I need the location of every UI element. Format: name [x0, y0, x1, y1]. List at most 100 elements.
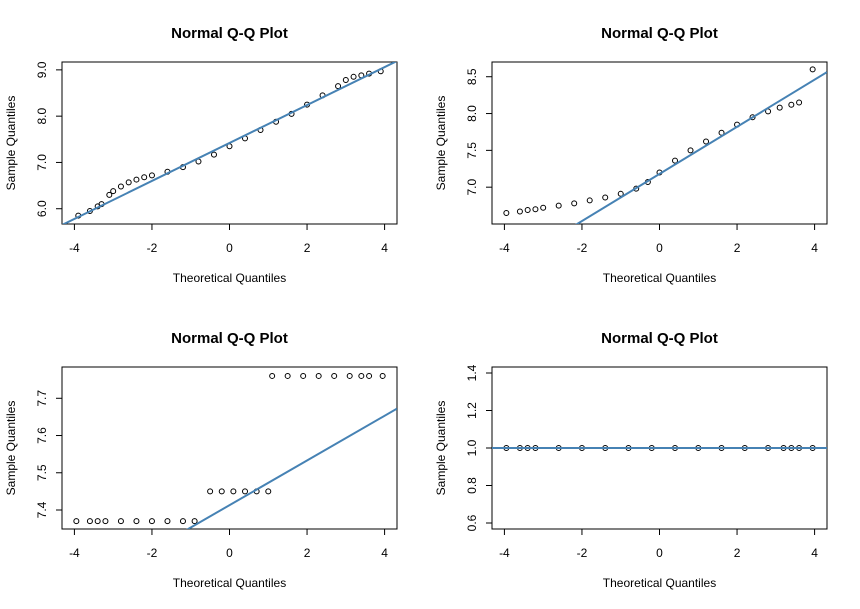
y-tick-label: 7.0: [35, 154, 49, 171]
qq-point: [110, 188, 117, 195]
x-tick-label: 2: [304, 546, 311, 560]
y-tick-label: 7.6: [35, 427, 49, 444]
y-tick-label: 1.4: [465, 364, 479, 381]
x-tick-label: -2: [577, 546, 588, 560]
qq-point: [94, 518, 101, 525]
qq-point: [148, 518, 155, 525]
y-axis-label: Sample Quantiles: [434, 401, 448, 496]
qq-panel: Normal Q-Q Plot Theoretical Quantiles Samp…: [434, 25, 828, 285]
y-tick-label: 7.4: [35, 501, 49, 518]
y-axis-label: Sample Quantiles: [4, 401, 18, 496]
qq-point: [379, 372, 386, 379]
qq-point: [207, 488, 214, 495]
qq-point: [300, 372, 307, 379]
x-tick-label: 0: [226, 241, 233, 255]
y-tick-label: 6.0: [35, 200, 49, 217]
qq-point: [524, 207, 531, 214]
qq-point: [358, 372, 365, 379]
y-axis-label: Sample Quantiles: [434, 96, 448, 191]
x-tick-label: -4: [69, 546, 80, 560]
qq-point: [269, 372, 276, 379]
qq-point: [335, 83, 342, 90]
qq-point: [284, 372, 291, 379]
qq-point: [350, 73, 357, 80]
qq-point: [148, 172, 155, 179]
qq-point: [331, 372, 338, 379]
x-tick-label: 0: [656, 546, 663, 560]
x-tick-label: -2: [577, 241, 588, 255]
qq-panel: Normal Q-Q Plot Theoretical Quantiles Samp…: [4, 25, 398, 285]
x-tick-label: -2: [147, 546, 158, 560]
qq-point: [503, 209, 510, 216]
qq-point: [106, 191, 113, 198]
qq-point: [687, 147, 694, 154]
y-tick-label: 0.6: [465, 514, 479, 531]
y-tick-label: 7.7: [35, 390, 49, 407]
qq-point: [571, 200, 578, 207]
qq-point: [672, 157, 679, 164]
y-axis-label: Sample Quantiles: [4, 96, 18, 191]
x-axis-label: Theoretical Quantiles: [173, 576, 286, 590]
chart-title: Normal Q-Q Plot: [171, 25, 288, 42]
qq-point: [366, 372, 373, 379]
qq-point: [141, 174, 148, 181]
x-tick-label: 4: [381, 546, 388, 560]
qq-point: [776, 104, 783, 111]
qq-point: [191, 518, 198, 525]
y-tick-label: 7.0: [465, 179, 479, 196]
y-tick-label: 1.0: [465, 439, 479, 456]
qq-point: [586, 197, 593, 204]
qq-point: [86, 518, 93, 525]
x-tick-label: 2: [304, 241, 311, 255]
qq-point: [73, 518, 80, 525]
y-tick-label: 8.0: [35, 107, 49, 124]
qq-point: [516, 208, 523, 215]
x-tick-label: -4: [499, 241, 510, 255]
qq-point: [796, 99, 803, 106]
x-tick-label: 2: [734, 241, 741, 255]
x-tick-label: 0: [656, 241, 663, 255]
qq-point: [788, 101, 795, 108]
y-tick-label: 7.5: [35, 464, 49, 481]
x-tick-label: 2: [734, 546, 741, 560]
x-axis-label: Theoretical Quantiles: [603, 576, 716, 590]
qq-point: [602, 194, 609, 201]
x-tick-label: 0: [226, 546, 233, 560]
qq-point: [117, 518, 124, 525]
x-tick-label: 4: [381, 241, 388, 255]
qq-point: [555, 202, 562, 209]
chart-title: Normal Q-Q Plot: [171, 330, 288, 347]
qq-panel: Normal Q-Q Plot Theoretical Quantiles Samp…: [4, 330, 398, 590]
qq-point: [164, 518, 171, 525]
x-tick-label: -4: [69, 241, 80, 255]
x-tick-label: 4: [811, 241, 818, 255]
qq-line: [575, 71, 827, 224]
qq-point: [133, 176, 140, 183]
qq-point: [265, 488, 272, 495]
qq-point: [242, 488, 249, 495]
y-tick-label: 1.2: [465, 402, 479, 419]
qq-point: [230, 488, 237, 495]
qq-point: [346, 372, 353, 379]
x-axis-label: Theoretical Quantiles: [173, 271, 286, 285]
qq-point: [179, 518, 186, 525]
plot-frame: [491, 61, 828, 225]
qq-point: [125, 179, 132, 186]
qq-point: [749, 114, 756, 121]
qq-point: [102, 518, 109, 525]
qq-line: [186, 407, 397, 529]
y-tick-label: 8.5: [465, 68, 479, 85]
x-tick-label: 4: [811, 546, 818, 560]
y-tick-label: 9.0: [35, 61, 49, 78]
qq-point: [809, 66, 816, 73]
qq-point: [342, 77, 349, 84]
y-tick-label: 0.8: [465, 477, 479, 494]
qq-point: [532, 206, 539, 213]
y-tick-label: 8.0: [465, 105, 479, 122]
qq-point: [117, 183, 124, 190]
chart-title: Normal Q-Q Plot: [601, 25, 718, 42]
qq-point: [703, 138, 710, 145]
qq-point: [218, 488, 225, 495]
x-tick-label: -4: [499, 546, 510, 560]
